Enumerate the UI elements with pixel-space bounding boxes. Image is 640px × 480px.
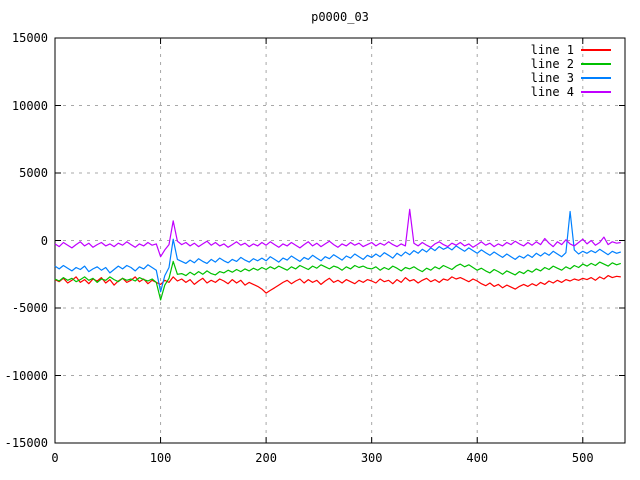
x-tick-label: 200 xyxy=(255,451,277,465)
legend-label: line 4 xyxy=(530,85,574,99)
legend-entry-4: line 4 xyxy=(531,85,611,99)
y-tick-label: 15000 xyxy=(11,31,48,45)
x-tick-label: 500 xyxy=(571,451,594,465)
legend-entry-2: line 2 xyxy=(531,57,611,71)
legend-label: line 1 xyxy=(530,43,574,57)
y-tick-label: -10000 xyxy=(4,368,48,383)
legend-label: line 2 xyxy=(530,57,574,71)
legend-line-sample xyxy=(581,77,611,79)
chart-title: p0000_03 xyxy=(311,10,369,24)
legend-label: line 3 xyxy=(530,71,574,85)
x-tick-label: 100 xyxy=(149,451,172,465)
series-line-2 xyxy=(54,260,621,301)
x-tick-label: 400 xyxy=(466,451,489,465)
legend-line-sample xyxy=(581,49,611,51)
series-line-3 xyxy=(54,210,621,293)
legend-entry-1: line 1 xyxy=(531,43,611,57)
series-line-1 xyxy=(54,275,621,294)
series-line-4 xyxy=(54,208,621,258)
y-tick-label: -15000 xyxy=(4,436,48,450)
legend-entry-3: line 3 xyxy=(531,71,611,85)
legend: line 1 line 2 line 3 line 4 xyxy=(531,43,611,99)
x-tick-label: 300 xyxy=(360,451,383,465)
y-tick-label: 5000 xyxy=(19,166,48,180)
y-tick-label: -5000 xyxy=(11,301,48,315)
y-tick-label: 0 xyxy=(40,233,48,248)
legend-line-sample xyxy=(581,91,611,93)
x-tick-label: 0 xyxy=(51,451,59,465)
y-tick-label: 10000 xyxy=(11,98,48,113)
legend-line-sample xyxy=(581,63,611,65)
